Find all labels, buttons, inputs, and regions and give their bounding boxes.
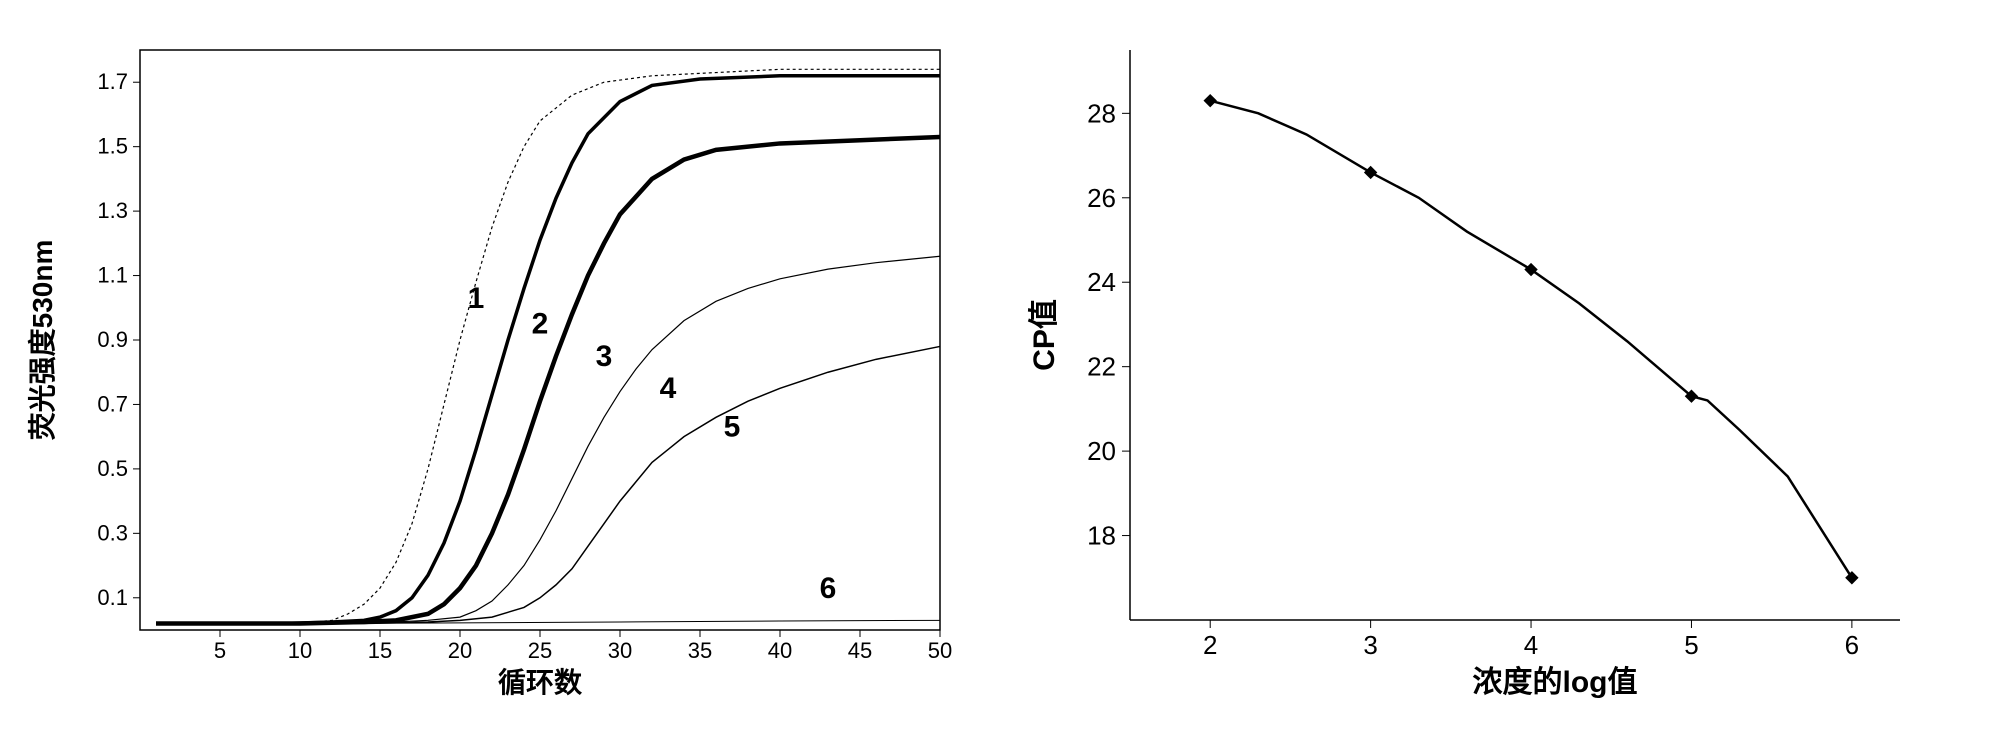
x-tick-label: 6 — [1845, 630, 1859, 660]
series-label-5: 5 — [724, 411, 741, 444]
amplification-chart: 51015202530354045500.10.30.50.70.91.11.3… — [20, 20, 980, 720]
series-3 — [156, 137, 940, 624]
x-tick-label: 2 — [1203, 630, 1217, 660]
y-axis-label: 荧光强度530nm — [27, 240, 58, 441]
x-tick-label: 4 — [1524, 630, 1538, 660]
series-label-4: 4 — [660, 372, 677, 405]
y-tick-label: 28 — [1087, 98, 1116, 128]
y-tick-label: 1.1 — [97, 263, 128, 288]
x-tick-label: 20 — [448, 638, 472, 663]
x-tick-label: 25 — [528, 638, 552, 663]
x-tick-label: 5 — [214, 638, 226, 663]
x-tick-label: 45 — [848, 638, 872, 663]
series-label-3: 3 — [596, 340, 613, 373]
series-1 — [156, 69, 940, 623]
data-marker — [1204, 95, 1216, 107]
y-tick-label: 22 — [1087, 352, 1116, 382]
x-tick-label: 40 — [768, 638, 792, 663]
series-2 — [156, 76, 940, 624]
y-tick-label: 26 — [1087, 183, 1116, 213]
standard-curve-chart: 2 3 4 5 6 18 20 22 24 26 28 浓度的log值 CP值 — [1020, 20, 1940, 720]
x-axis-label: 浓度的log值 — [1473, 666, 1638, 699]
y-tick-label: 24 — [1087, 267, 1116, 297]
x-tick-label: 50 — [928, 638, 952, 663]
y-tick-label: 0.1 — [97, 585, 128, 610]
y-tick-label: 1.7 — [97, 69, 128, 94]
y-tick-label: 20 — [1087, 436, 1116, 466]
y-axis-label: CP值 — [1028, 299, 1061, 371]
x-tick-label: 35 — [688, 638, 712, 663]
charts-container: 51015202530354045500.10.30.50.70.91.11.3… — [20, 20, 1974, 720]
x-tick-label: 5 — [1684, 630, 1698, 660]
x-tick-label: 30 — [608, 638, 632, 663]
data-marker — [1365, 166, 1377, 178]
y-tick-label: 18 — [1087, 521, 1116, 551]
series-label-1: 1 — [468, 282, 485, 315]
x-tick-label: 15 — [368, 638, 392, 663]
series-label-6: 6 — [820, 572, 837, 605]
x-tick-label: 10 — [288, 638, 312, 663]
left-chart-panel: 51015202530354045500.10.30.50.70.91.11.3… — [20, 20, 980, 720]
standard-curve-line — [1210, 101, 1852, 578]
data-marker — [1846, 572, 1858, 584]
y-tick-label: 0.3 — [97, 520, 128, 545]
right-chart-panel: 2 3 4 5 6 18 20 22 24 26 28 浓度的log值 CP值 — [1020, 20, 1940, 720]
y-tick-label: 1.5 — [97, 134, 128, 159]
series-label-2: 2 — [532, 308, 549, 341]
y-tick-label: 0.9 — [97, 327, 128, 352]
x-axis-label: 循环数 — [498, 667, 583, 698]
y-tick-label: 0.5 — [97, 456, 128, 481]
x-tick-label: 3 — [1363, 630, 1377, 660]
y-tick-label: 0.7 — [97, 391, 128, 416]
y-tick-label: 1.3 — [97, 198, 128, 223]
